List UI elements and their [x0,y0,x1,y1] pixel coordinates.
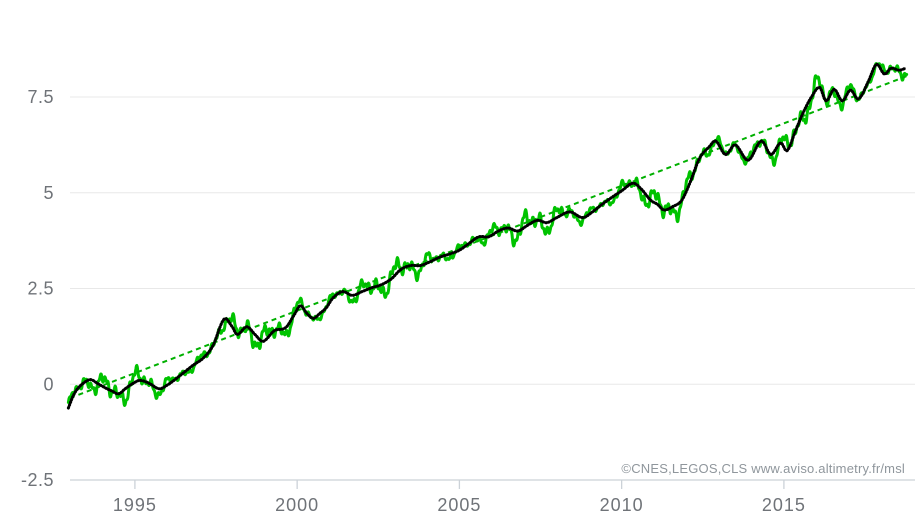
y-axis-label: 7.5 [27,87,54,107]
smoothed-series-dots [66,62,908,410]
x-axis-label: 2000 [275,495,319,515]
y-axis-label: 0 [43,374,54,394]
x-axis-label: 2015 [762,495,806,515]
trend-line [69,75,908,399]
raw-series-line [66,62,909,407]
y-axis-label: -2.5 [21,470,54,490]
x-axis-label: 1995 [113,495,157,515]
y-axis-label: 5 [43,183,54,203]
copyright-credit: ©CNES,LEGOS,CLS www.aviso.altimetry.fr/m… [621,461,905,476]
x-axis-label: 2010 [600,495,644,515]
y-axis-label: 2.5 [27,279,54,299]
x-axis-label: 2005 [437,495,481,515]
